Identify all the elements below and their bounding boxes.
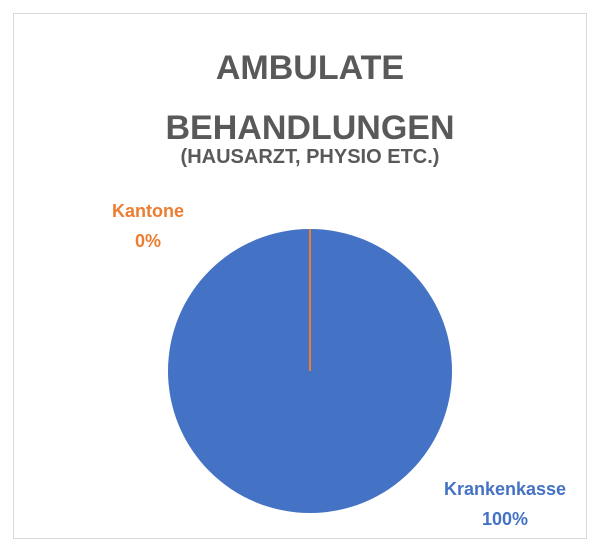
slice-category-label: Krankenkasse <box>444 479 566 499</box>
chart-subtitle: (HAUSARZT, PHYSIO ETC.) <box>180 146 440 168</box>
slice-category-label: Kantone <box>112 201 184 221</box>
chart-title: AMBULATE BEHANDLUNGEN <box>165 49 455 147</box>
slice-value-label: 100% <box>482 509 528 529</box>
slice-value-label: 0% <box>135 231 161 251</box>
